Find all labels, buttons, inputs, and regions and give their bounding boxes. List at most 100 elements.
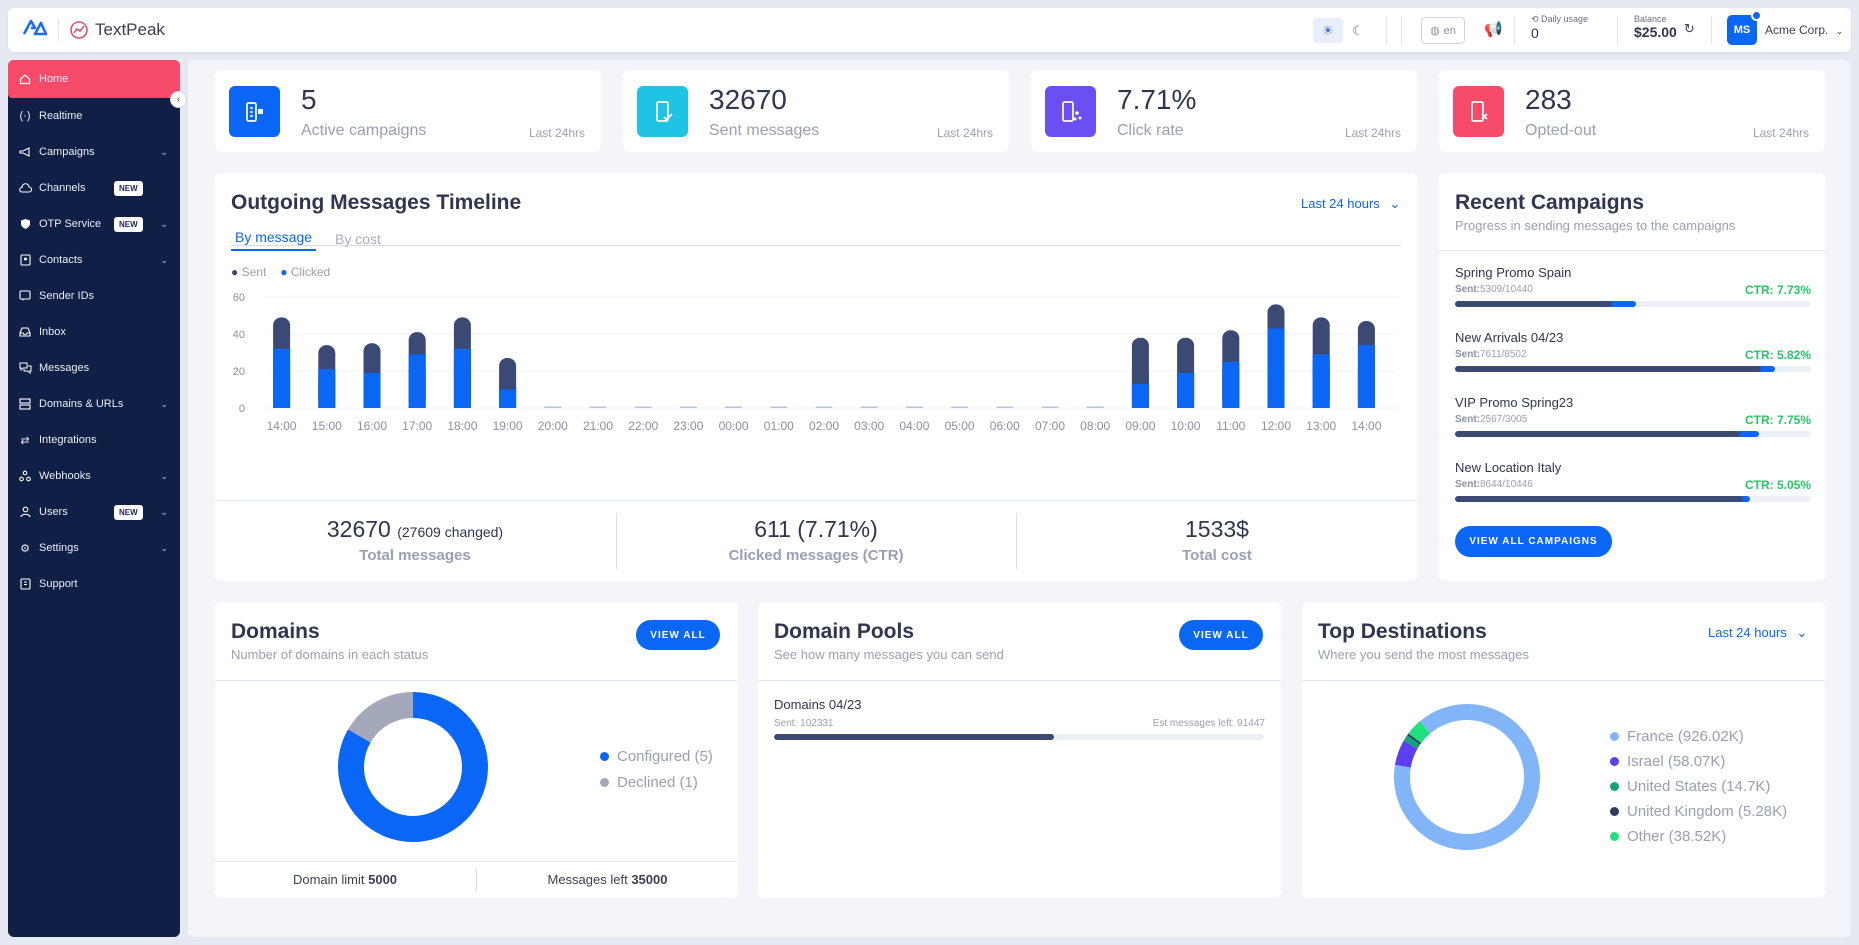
messages-left-label: Messages left [547, 872, 628, 887]
campaign-item[interactable]: Spring Promo Spain Sent:5309/10440 CTR: 7.… [1455, 265, 1811, 307]
light-mode-icon[interactable]: ☀ [1313, 18, 1343, 43]
tab-by-message[interactable]: By message [231, 229, 317, 251]
sidebar-item-campaigns[interactable]: Campaigns ⌄ [8, 134, 180, 170]
bar-clicked[interactable] [1222, 361, 1240, 408]
bar-sent[interactable] [589, 406, 607, 409]
collapse-sidebar-button[interactable]: ‹ [170, 91, 187, 108]
bar-clicked[interactable] [318, 369, 336, 408]
chevron-down-icon: ⌄ [160, 146, 168, 157]
phone-check-icon [637, 86, 688, 137]
bar-clicked[interactable] [1267, 328, 1285, 408]
bar-sent[interactable] [1086, 406, 1104, 409]
bar-sent[interactable] [770, 406, 788, 409]
bar-sent[interactable] [860, 406, 878, 409]
domains-view-all-button[interactable]: VIEW ALL [636, 620, 720, 650]
bar-sent[interactable] [905, 406, 923, 409]
avatar-initials: MS [1733, 24, 1751, 36]
bar-clicked[interactable] [363, 372, 381, 408]
home-icon [18, 72, 32, 86]
sidebar-item-support[interactable]: Support [8, 566, 180, 602]
bar-clicked[interactable] [1177, 372, 1195, 408]
legend-declined: Declined (1) [600, 774, 713, 791]
bar-clicked[interactable] [1312, 354, 1330, 408]
sidebar-item-realtime[interactable]: (·) Realtime [8, 98, 180, 134]
bar-clicked[interactable] [1131, 383, 1149, 408]
timeline-title: Outgoing Messages Timeline [231, 191, 522, 214]
divider [758, 680, 1281, 681]
bar-sent[interactable] [634, 406, 652, 409]
sidebar-item-label: Channels [39, 182, 86, 194]
sidebar-item-domains-urls[interactable]: Domains & URLs ⌄ [8, 386, 180, 422]
divider [1439, 250, 1825, 251]
theme-switch[interactable]: ☀ ☾ [1313, 18, 1379, 43]
sidebar-item-webhooks[interactable]: Webhooks ⌄ [8, 458, 180, 494]
sidebar-item-label: Inbox [39, 326, 66, 338]
company-menu[interactable]: Acme Corp. ⌄ [1765, 23, 1843, 37]
chevron-down-icon: ⌄ [1796, 625, 1808, 640]
chevron-left-icon: ‹ [176, 94, 181, 105]
sidebar-item-messages[interactable]: Messages [8, 350, 180, 386]
language-selector[interactable]: ◍ en [1421, 17, 1465, 44]
sidebar-item-channels[interactable]: Channels NEW [8, 170, 180, 206]
balance-value: $25.00 [1634, 24, 1677, 40]
campaign-item[interactable]: New Location Italy Sent:8644/10446 CTR: 5.… [1455, 460, 1811, 502]
bar-clicked[interactable] [1357, 345, 1375, 408]
x-tick-label: 23:00 [673, 419, 703, 433]
cloud-icon [18, 181, 32, 195]
megaphone-icon[interactable]: 📢 [1484, 21, 1503, 38]
brand[interactable]: TextPeak [22, 17, 165, 42]
recent-campaigns-subtitle: Progress in sending messages to the camp… [1455, 218, 1736, 233]
clicked-value: 611 (7.71%) [754, 516, 878, 542]
campaign-item[interactable]: VIP Promo Spring23 Sent:2567/3005 CTR: 7.7… [1455, 395, 1811, 437]
domain-pools-subtitle: See how many messages you can send [774, 647, 1004, 662]
divider [1617, 16, 1618, 44]
bar-clicked[interactable] [499, 389, 517, 409]
sidebar-item-contacts[interactable]: Contacts ⌄ [8, 242, 180, 278]
sidebar-item-inbox[interactable]: Inbox [8, 314, 180, 350]
dark-mode-icon[interactable]: ☾ [1352, 22, 1364, 38]
pools-view-all-button[interactable]: VIEW ALL [1179, 620, 1263, 650]
donut-slice[interactable] [338, 692, 488, 842]
donut-slice[interactable] [1382, 692, 1552, 862]
tab-by-cost[interactable]: By cost [335, 231, 381, 247]
bar-clicked[interactable] [408, 354, 426, 408]
sidebar-item-otp-service[interactable]: OTP Service NEW ⌄ [8, 206, 180, 242]
chart-legend: ● Sent ● Clicked [231, 265, 330, 279]
divider [215, 500, 1417, 501]
sidebar-item-users[interactable]: Users NEW ⌄ [8, 494, 180, 530]
bar-sent[interactable] [679, 406, 697, 409]
sidebar-item-label: Home [39, 73, 69, 85]
inbox-icon [18, 325, 32, 339]
sidebar-item-settings[interactable]: ⚙ Settings ⌄ [8, 530, 180, 566]
bar-sent[interactable] [1041, 406, 1059, 409]
divider [1401, 16, 1402, 44]
x-tick-label: 14:00 [1351, 419, 1381, 433]
avatar[interactable]: MS [1727, 10, 1762, 45]
bar-clicked[interactable] [273, 348, 291, 408]
pool-progress-fill [774, 734, 1055, 740]
view-all-campaigns-button[interactable]: VIEW ALL CAMPAIGNS [1455, 526, 1612, 557]
bar-sent[interactable] [951, 406, 969, 409]
company-name: Acme Corp. [1765, 23, 1829, 37]
bar-sent[interactable] [544, 406, 562, 409]
bar-sent[interactable] [815, 406, 833, 409]
stat-value: 283 [1525, 84, 1572, 115]
sidebar-item-label: Integrations [39, 434, 97, 446]
refresh-icon[interactable]: ↻ [1684, 21, 1695, 36]
sidebar-item-label: Contacts [39, 254, 83, 266]
bar-clicked[interactable] [453, 348, 471, 408]
sidebar-item-sender-ids[interactable]: Sender IDs [8, 278, 180, 314]
sidebar-item-integrations[interactable]: ⇄ Integrations [8, 422, 180, 458]
bar-sent[interactable] [996, 406, 1014, 409]
sidebar-item-home[interactable]: Home [8, 60, 180, 98]
campaign-icon [229, 86, 280, 137]
campaign-item[interactable]: New Arrivals 04/23 Sent:7611/8502 CTR: 5.8… [1455, 330, 1811, 372]
destinations-range-dropdown[interactable]: Last 24 hours ⌄ [1708, 625, 1807, 641]
timeline-range-dropdown[interactable]: Last 24 hours ⌄ [1301, 196, 1400, 212]
phone-share-icon [1045, 86, 1096, 137]
brand-name: TextPeak [95, 19, 165, 39]
donut-slice[interactable] [1382, 692, 1552, 862]
chevron-down-icon: ⌄ [160, 254, 168, 265]
cost-label: Total cost [1182, 547, 1252, 564]
bar-sent[interactable] [725, 406, 743, 409]
